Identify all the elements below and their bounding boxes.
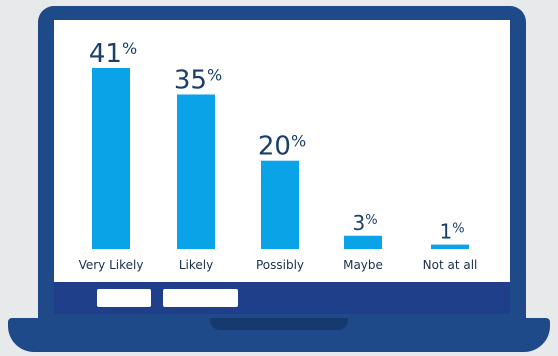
category-label: Not at all xyxy=(423,258,478,272)
value-label: 1% xyxy=(439,220,464,244)
value-label: 41% xyxy=(89,39,137,69)
category-label: Likely xyxy=(179,258,213,272)
taskbar-button-2[interactable] xyxy=(163,289,238,307)
bar-not-at-all xyxy=(431,244,469,249)
value-label: 3% xyxy=(352,211,377,235)
category-label: Possibly xyxy=(256,258,304,272)
category-label: Very Likely xyxy=(79,258,144,272)
bar-possibly xyxy=(261,160,299,249)
bar-very-likely xyxy=(92,68,130,249)
laptop-base-notch xyxy=(210,318,348,330)
bar-likely xyxy=(177,94,215,249)
bar-maybe xyxy=(344,235,382,249)
bar-chart: 41% Very Likely 35% Likely 20% Possibly 3% Mayb… xyxy=(79,39,478,272)
taskbar-button-1[interactable] xyxy=(97,289,151,307)
category-label: Maybe xyxy=(343,258,383,272)
value-label: 35% xyxy=(174,65,222,95)
value-label: 20% xyxy=(258,132,306,162)
